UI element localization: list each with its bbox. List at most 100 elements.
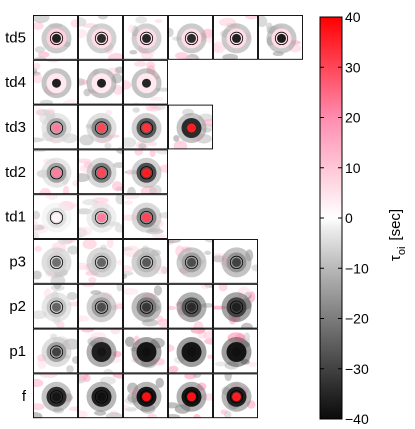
panel-frame xyxy=(78,149,123,195)
texture-blob xyxy=(111,181,123,192)
panel-frame xyxy=(123,104,168,150)
texture-blob xyxy=(108,52,123,60)
texture-blob xyxy=(173,140,188,150)
panel-frame xyxy=(78,283,123,329)
panel-td4-3 xyxy=(123,59,168,105)
texture-blob xyxy=(134,149,144,156)
colorbar-unit: [sec] xyxy=(387,209,404,241)
core-mark xyxy=(52,78,61,88)
colorbar-tick-label: 20 xyxy=(345,110,361,126)
panel-frame xyxy=(213,373,258,419)
panel-frame xyxy=(168,283,213,329)
texture-blob xyxy=(168,414,181,419)
row-label-p2: p2 xyxy=(9,298,26,315)
panel-frame xyxy=(213,239,258,284)
texture-blob xyxy=(66,291,78,301)
texture-blob xyxy=(112,373,123,379)
texture-blob xyxy=(190,328,206,334)
texture-blob xyxy=(98,15,108,20)
contour-circle xyxy=(49,345,64,359)
contour-circle xyxy=(139,31,154,46)
contour-circle xyxy=(229,300,244,314)
contour-circle xyxy=(94,31,109,46)
core-mark xyxy=(52,257,61,267)
texture-blob xyxy=(149,96,164,101)
contour-circle xyxy=(49,255,64,269)
row-label-td3: td3 xyxy=(5,119,26,136)
core-mark xyxy=(142,213,151,223)
panel-td3-3 xyxy=(123,104,168,150)
texture-blob xyxy=(129,50,138,55)
texture-blob xyxy=(33,219,38,230)
contour-circle xyxy=(139,390,154,404)
texture-blob xyxy=(53,283,62,290)
texture-blob xyxy=(147,413,158,419)
texture-blob xyxy=(173,135,180,142)
colorbar-tick-label: −40 xyxy=(345,411,369,427)
texture-blob xyxy=(68,406,78,412)
texture-blob xyxy=(123,288,139,296)
panel-frame xyxy=(213,328,258,374)
panel-frame xyxy=(168,373,213,419)
texture-blob xyxy=(155,149,168,155)
panel-frame xyxy=(33,373,78,419)
panel-frame xyxy=(258,15,303,60)
texture-blob xyxy=(193,321,204,329)
texture-blob xyxy=(71,356,78,364)
core-mark xyxy=(52,33,61,43)
texture-blob xyxy=(67,245,78,255)
colorbar: 40 30 20 10 0 −10 −20 −30 −40 τoi [sec] xyxy=(319,9,408,427)
texture-blob xyxy=(240,322,254,329)
panel-frame xyxy=(168,328,213,374)
core-mark xyxy=(97,347,106,357)
texture-blob xyxy=(138,143,147,149)
panel-td4-1 xyxy=(33,59,78,105)
panel-f-2 xyxy=(78,373,123,419)
texture-blob xyxy=(57,239,73,245)
texture-blob xyxy=(132,107,140,113)
texture-blob xyxy=(123,273,128,280)
texture-blob xyxy=(265,22,273,30)
texture-blob xyxy=(115,194,123,205)
panel-frame xyxy=(78,15,123,60)
texture-blob xyxy=(81,328,94,333)
texture-blob xyxy=(175,52,189,60)
texture-blob xyxy=(106,239,114,249)
texture-blob xyxy=(114,224,123,233)
texture-blob xyxy=(247,361,258,367)
colorbar-tick-label: 0 xyxy=(345,210,353,226)
panel-frame xyxy=(123,59,168,105)
panel-frame xyxy=(33,328,78,374)
texture-blob xyxy=(34,245,42,252)
texture-blob xyxy=(78,158,92,164)
texture-blob xyxy=(251,264,258,272)
texture-blob xyxy=(33,210,41,220)
texture-blob xyxy=(39,373,58,379)
contour-circle xyxy=(94,255,109,269)
core-mark xyxy=(97,33,106,43)
core-mark xyxy=(277,33,286,43)
panel-f-1 xyxy=(33,373,78,419)
panel-frame xyxy=(168,239,213,284)
contour-circle xyxy=(139,121,154,135)
texture-blob xyxy=(78,28,88,39)
contour-circle xyxy=(184,255,199,269)
texture-blob xyxy=(33,15,50,24)
panel-p3-4 xyxy=(168,239,213,284)
core-mark xyxy=(97,302,106,312)
panel-p1-3 xyxy=(123,328,168,374)
panel-p1-4 xyxy=(168,328,213,374)
panel-td4-2 xyxy=(78,59,123,105)
colorbar-tick-label: 10 xyxy=(345,160,361,176)
core-mark xyxy=(52,213,61,223)
texture-blob xyxy=(243,332,251,342)
core-mark xyxy=(232,347,241,357)
texture-blob xyxy=(62,185,70,195)
texture-blob xyxy=(33,270,42,280)
contour-circle xyxy=(139,300,154,314)
panel-td2-1 xyxy=(33,149,78,195)
core-mark xyxy=(97,168,106,178)
texture-blob xyxy=(151,233,166,238)
contour-circle xyxy=(49,121,64,135)
contour-circle xyxy=(274,31,289,46)
